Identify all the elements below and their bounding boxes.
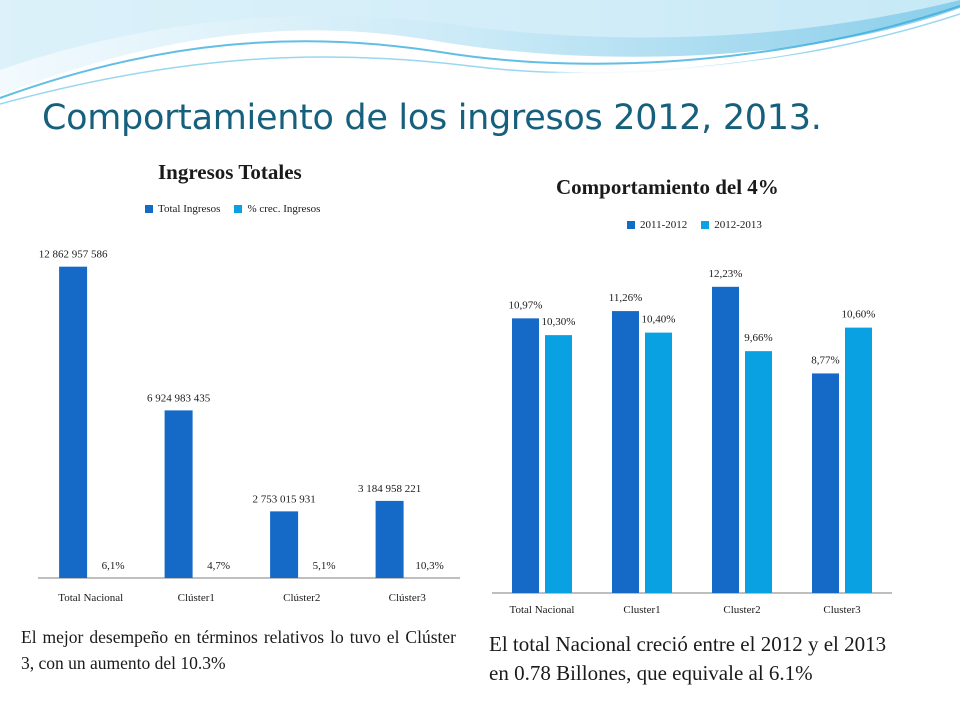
data-label-total-ingresos: 12 862 957 586 (39, 249, 108, 261)
x-tick-label: Total Nacional (510, 604, 575, 616)
note-cluster3: El mejor desempeño en términos relativos… (21, 627, 456, 673)
chart-title-ingresos: Ingresos Totales (158, 160, 302, 184)
legend-label: Total Ingresos (158, 203, 221, 215)
data-label-2011-2012: 12,23% (709, 268, 743, 280)
chart-title-comportamiento: Comportamiento del 4% (556, 175, 779, 199)
x-tick-label: Cluster2 (723, 604, 760, 616)
data-label-2011-2012: 11,26% (609, 292, 643, 304)
bar-total-ingresos (270, 511, 299, 578)
bar-total-ingresos (59, 266, 88, 578)
note-total-nacional: El total Nacional creció entre el 2012 y… (489, 630, 959, 688)
data-label-2012-2013: 10,60% (842, 309, 876, 321)
data-label-2012-2013: 10,40% (642, 314, 676, 326)
data-label-crec-ingresos: 10,3% (415, 560, 443, 572)
legend-ingresos: Total Ingresos % crec. Ingresos (145, 203, 334, 215)
legend-swatch (701, 221, 710, 229)
x-tick-label: Clúster3 (389, 592, 427, 604)
bar-2011-2012 (612, 311, 639, 593)
data-label-total-ingresos: 2 753 015 931 (252, 493, 315, 505)
note-line-2: en 0.78 Billones, que equivale al 6.1% (489, 661, 813, 685)
legend-comportamiento: 2011-2012 2012-2013 (627, 219, 776, 231)
bar-total-ingresos (375, 500, 404, 578)
legend-item-total-ingresos: Total Ingresos (145, 203, 220, 215)
slide-title: Comportamiento de los ingresos 2012, 201… (42, 98, 822, 138)
header-wave-decoration (0, 0, 960, 112)
bar-2011-2012 (512, 318, 539, 593)
legend-label: 2012-2013 (714, 219, 762, 231)
data-label-2012-2013: 9,66% (744, 332, 772, 344)
data-label-total-ingresos: 6 924 983 435 (147, 392, 211, 404)
bar-2012-2013 (845, 327, 872, 593)
data-label-2011-2012: 10,97% (509, 299, 543, 311)
data-label-2011-2012: 8,77% (811, 354, 839, 366)
x-tick-label: Cluster3 (823, 604, 861, 616)
legend-item-crec-ingresos: % crec. Ingresos (234, 203, 320, 215)
bar-2012-2013 (645, 332, 672, 593)
x-tick-label: Clúster2 (283, 592, 320, 604)
data-label-crec-ingresos: 4,7% (207, 560, 230, 572)
data-label-crec-ingresos: 5,1% (313, 560, 336, 572)
legend-swatch (145, 205, 153, 213)
legend-swatch (627, 221, 635, 229)
bar-total-ingresos (164, 410, 193, 578)
legend-item-2012-2013: 2012-2013 (701, 219, 762, 231)
x-tick-label: Clúster1 (178, 592, 215, 604)
legend-swatch (234, 205, 243, 213)
legend-item-2011-2012: 2011-2012 (627, 219, 687, 231)
data-label-total-ingresos: 3 184 958 221 (358, 483, 421, 495)
legend-label: 2011-2012 (640, 219, 688, 231)
bar-2011-2012 (812, 373, 839, 593)
data-label-2012-2013: 10,30% (542, 316, 576, 328)
x-tick-label: Cluster1 (623, 604, 660, 616)
x-tick-label: Total Nacional (58, 592, 123, 604)
data-label-crec-ingresos: 6,1% (102, 560, 125, 572)
bar-2011-2012 (712, 286, 739, 593)
bar-2012-2013 (745, 351, 772, 593)
bar-2012-2013 (545, 335, 572, 593)
legend-label: % crec. Ingresos (247, 203, 321, 215)
note-line-1: El total Nacional creció entre el 2012 y… (489, 632, 887, 656)
